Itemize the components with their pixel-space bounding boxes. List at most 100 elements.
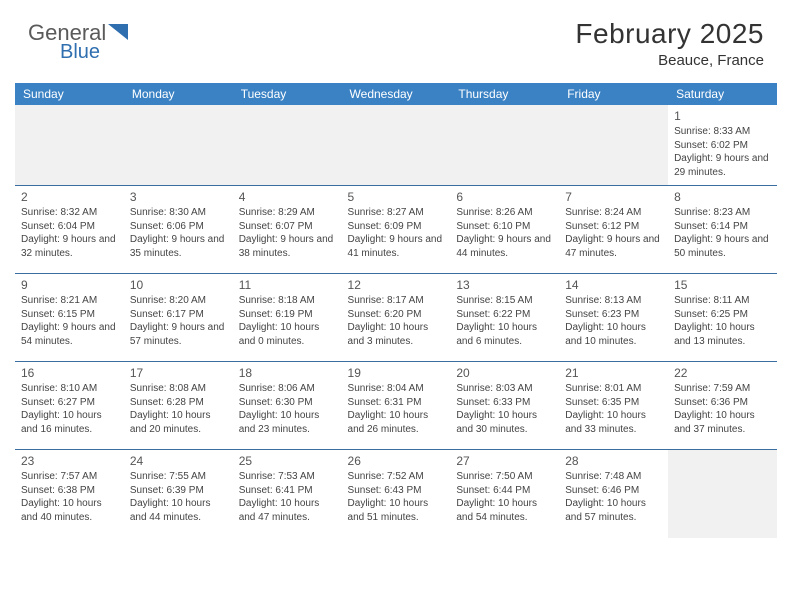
sunrise-line: Sunrise: 8:03 AM bbox=[456, 382, 553, 396]
sunset-line: Sunset: 6:22 PM bbox=[456, 308, 553, 322]
day-cell: 5Sunrise: 8:27 AMSunset: 6:09 PMDaylight… bbox=[342, 186, 451, 274]
day-number: 7 bbox=[565, 189, 662, 205]
day-number: 28 bbox=[565, 453, 662, 469]
day-cell: 14Sunrise: 8:13 AMSunset: 6:23 PMDayligh… bbox=[559, 274, 668, 362]
calendar-row: 2Sunrise: 8:32 AMSunset: 6:04 PMDaylight… bbox=[15, 186, 777, 274]
page-header: General Blue February 2025 Beauce, Franc… bbox=[0, 0, 792, 75]
daylight-line: Daylight: 10 hours and 16 minutes. bbox=[21, 409, 118, 436]
day-cell: 18Sunrise: 8:06 AMSunset: 6:30 PMDayligh… bbox=[233, 362, 342, 450]
calendar-row: 16Sunrise: 8:10 AMSunset: 6:27 PMDayligh… bbox=[15, 362, 777, 450]
day-number: 21 bbox=[565, 365, 662, 381]
daylight-line: Daylight: 10 hours and 0 minutes. bbox=[239, 321, 336, 348]
day-number: 20 bbox=[456, 365, 553, 381]
sunrise-line: Sunrise: 8:32 AM bbox=[21, 206, 118, 220]
sunset-line: Sunset: 6:07 PM bbox=[239, 220, 336, 234]
day-number: 4 bbox=[239, 189, 336, 205]
sunrise-line: Sunrise: 7:53 AM bbox=[239, 470, 336, 484]
daylight-line: Daylight: 9 hours and 57 minutes. bbox=[130, 321, 227, 348]
daylight-line: Daylight: 10 hours and 20 minutes. bbox=[130, 409, 227, 436]
daylight-line: Daylight: 10 hours and 47 minutes. bbox=[239, 497, 336, 524]
sunset-line: Sunset: 6:17 PM bbox=[130, 308, 227, 322]
sunset-line: Sunset: 6:12 PM bbox=[565, 220, 662, 234]
sunrise-line: Sunrise: 8:15 AM bbox=[456, 294, 553, 308]
col-thursday: Thursday bbox=[450, 83, 559, 105]
empty-cell bbox=[559, 105, 668, 186]
day-number: 8 bbox=[674, 189, 771, 205]
sunrise-line: Sunrise: 8:10 AM bbox=[21, 382, 118, 396]
logo-text-accent: Blue bbox=[60, 41, 100, 62]
col-monday: Monday bbox=[124, 83, 233, 105]
daylight-line: Daylight: 10 hours and 37 minutes. bbox=[674, 409, 771, 436]
empty-cell bbox=[233, 105, 342, 186]
sunrise-line: Sunrise: 8:20 AM bbox=[130, 294, 227, 308]
col-tuesday: Tuesday bbox=[233, 83, 342, 105]
daylight-line: Daylight: 10 hours and 23 minutes. bbox=[239, 409, 336, 436]
daylight-line: Daylight: 9 hours and 47 minutes. bbox=[565, 233, 662, 260]
sunrise-line: Sunrise: 8:24 AM bbox=[565, 206, 662, 220]
day-cell: 3Sunrise: 8:30 AMSunset: 6:06 PMDaylight… bbox=[124, 186, 233, 274]
weekday-header-row: Sunday Monday Tuesday Wednesday Thursday… bbox=[15, 83, 777, 105]
sunrise-line: Sunrise: 8:18 AM bbox=[239, 294, 336, 308]
day-cell: 24Sunrise: 7:55 AMSunset: 6:39 PMDayligh… bbox=[124, 450, 233, 538]
sunset-line: Sunset: 6:30 PM bbox=[239, 396, 336, 410]
title-block: February 2025 Beauce, France bbox=[575, 18, 764, 69]
daylight-line: Daylight: 10 hours and 51 minutes. bbox=[348, 497, 445, 524]
day-number: 2 bbox=[21, 189, 118, 205]
daylight-line: Daylight: 10 hours and 33 minutes. bbox=[565, 409, 662, 436]
location-label: Beauce, France bbox=[575, 52, 764, 69]
day-cell: 1Sunrise: 8:33 AMSunset: 6:02 PMDaylight… bbox=[668, 105, 777, 186]
day-cell: 16Sunrise: 8:10 AMSunset: 6:27 PMDayligh… bbox=[15, 362, 124, 450]
sunrise-line: Sunrise: 8:01 AM bbox=[565, 382, 662, 396]
day-number: 17 bbox=[130, 365, 227, 381]
day-cell: 17Sunrise: 8:08 AMSunset: 6:28 PMDayligh… bbox=[124, 362, 233, 450]
sunrise-line: Sunrise: 8:26 AM bbox=[456, 206, 553, 220]
day-number: 10 bbox=[130, 277, 227, 293]
day-cell: 13Sunrise: 8:15 AMSunset: 6:22 PMDayligh… bbox=[450, 274, 559, 362]
sunrise-line: Sunrise: 8:27 AM bbox=[348, 206, 445, 220]
sunset-line: Sunset: 6:35 PM bbox=[565, 396, 662, 410]
calendar-body: 1Sunrise: 8:33 AMSunset: 6:02 PMDaylight… bbox=[15, 105, 777, 538]
sunset-line: Sunset: 6:27 PM bbox=[21, 396, 118, 410]
daylight-line: Daylight: 9 hours and 32 minutes. bbox=[21, 233, 118, 260]
daylight-line: Daylight: 9 hours and 44 minutes. bbox=[456, 233, 553, 260]
empty-cell bbox=[450, 105, 559, 186]
sunset-line: Sunset: 6:31 PM bbox=[348, 396, 445, 410]
sunset-line: Sunset: 6:14 PM bbox=[674, 220, 771, 234]
daylight-line: Daylight: 10 hours and 13 minutes. bbox=[674, 321, 771, 348]
day-cell: 15Sunrise: 8:11 AMSunset: 6:25 PMDayligh… bbox=[668, 274, 777, 362]
day-cell: 21Sunrise: 8:01 AMSunset: 6:35 PMDayligh… bbox=[559, 362, 668, 450]
daylight-line: Daylight: 10 hours and 26 minutes. bbox=[348, 409, 445, 436]
day-cell: 20Sunrise: 8:03 AMSunset: 6:33 PMDayligh… bbox=[450, 362, 559, 450]
sunrise-line: Sunrise: 8:29 AM bbox=[239, 206, 336, 220]
day-number: 16 bbox=[21, 365, 118, 381]
sunset-line: Sunset: 6:41 PM bbox=[239, 484, 336, 498]
day-cell: 19Sunrise: 8:04 AMSunset: 6:31 PMDayligh… bbox=[342, 362, 451, 450]
day-cell: 8Sunrise: 8:23 AMSunset: 6:14 PMDaylight… bbox=[668, 186, 777, 274]
daylight-line: Daylight: 10 hours and 6 minutes. bbox=[456, 321, 553, 348]
empty-cell bbox=[15, 105, 124, 186]
logo: General Blue bbox=[28, 18, 148, 62]
day-number: 5 bbox=[348, 189, 445, 205]
empty-cell bbox=[124, 105, 233, 186]
month-title: February 2025 bbox=[575, 18, 764, 50]
daylight-line: Daylight: 9 hours and 54 minutes. bbox=[21, 321, 118, 348]
day-number: 14 bbox=[565, 277, 662, 293]
day-number: 19 bbox=[348, 365, 445, 381]
calendar-table: Sunday Monday Tuesday Wednesday Thursday… bbox=[15, 83, 777, 538]
sunrise-line: Sunrise: 7:48 AM bbox=[565, 470, 662, 484]
day-cell: 6Sunrise: 8:26 AMSunset: 6:10 PMDaylight… bbox=[450, 186, 559, 274]
calendar-row: 9Sunrise: 8:21 AMSunset: 6:15 PMDaylight… bbox=[15, 274, 777, 362]
sunset-line: Sunset: 6:23 PM bbox=[565, 308, 662, 322]
sunrise-line: Sunrise: 8:06 AM bbox=[239, 382, 336, 396]
daylight-line: Daylight: 9 hours and 29 minutes. bbox=[674, 152, 771, 179]
sunset-line: Sunset: 6:38 PM bbox=[21, 484, 118, 498]
day-cell: 26Sunrise: 7:52 AMSunset: 6:43 PMDayligh… bbox=[342, 450, 451, 538]
calendar-row: 23Sunrise: 7:57 AMSunset: 6:38 PMDayligh… bbox=[15, 450, 777, 538]
sunset-line: Sunset: 6:46 PM bbox=[565, 484, 662, 498]
day-number: 15 bbox=[674, 277, 771, 293]
col-friday: Friday bbox=[559, 83, 668, 105]
day-number: 13 bbox=[456, 277, 553, 293]
daylight-line: Daylight: 9 hours and 50 minutes. bbox=[674, 233, 771, 260]
day-number: 12 bbox=[348, 277, 445, 293]
sunset-line: Sunset: 6:19 PM bbox=[239, 308, 336, 322]
